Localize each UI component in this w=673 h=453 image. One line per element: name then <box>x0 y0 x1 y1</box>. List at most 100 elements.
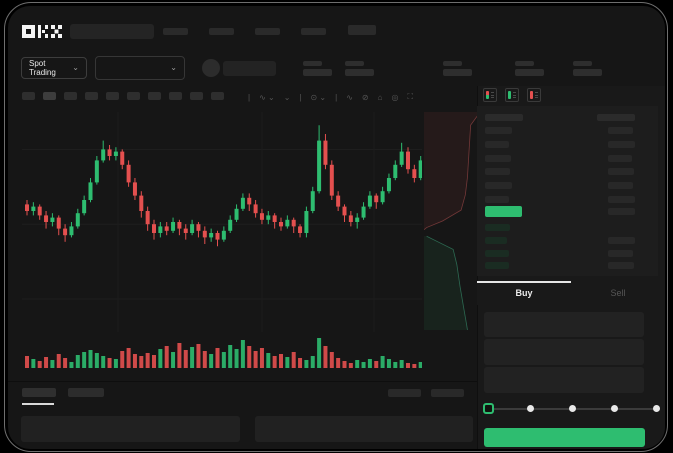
trendline-icon[interactable]: ∿ <box>346 92 353 102</box>
buy-submit-button[interactable] <box>484 428 645 447</box>
section-divider <box>8 381 477 382</box>
orderbook-asks-icon[interactable] <box>527 88 541 102</box>
active-tab-indicator <box>477 281 571 283</box>
divider: | <box>335 92 338 102</box>
device-bezel <box>4 2 668 452</box>
icon-lines <box>513 91 516 99</box>
active-bottom-tab-indicator <box>22 403 54 405</box>
icon-lines <box>491 91 494 99</box>
icon-strip <box>508 91 511 99</box>
tab-sell[interactable]: Sell <box>610 288 626 298</box>
depth-chart <box>424 112 477 330</box>
slider-step-dot[interactable] <box>569 405 576 412</box>
timeframe-placeholder[interactable] <box>106 92 119 100</box>
last-price-amount <box>608 208 635 215</box>
pair-name-placeholder <box>223 61 276 76</box>
candlestick-chart <box>22 112 422 332</box>
stat-value-placeholder <box>515 69 544 76</box>
bid-row-price[interactable] <box>485 236 507 244</box>
nav-item-placeholder[interactable] <box>348 25 376 35</box>
ob-header-placeholder <box>597 114 635 121</box>
stat-value-placeholder <box>303 69 332 76</box>
app-screen: Spot Trading ⌄ ⌄ | ∿ ⌄ ⌄ | ⊙ ⌄ | ∿ ⊘ ⌂ ◎ ⛶ Buy Sel… <box>8 6 665 449</box>
bottom-input[interactable] <box>255 416 473 442</box>
ask-row-price[interactable] <box>485 168 510 176</box>
nav-item-placeholder[interactable] <box>301 28 326 35</box>
ask-row-amount[interactable] <box>608 168 634 176</box>
stat-label-placeholder <box>443 61 462 66</box>
timeframe-placeholder[interactable] <box>211 92 224 100</box>
order-input-field[interactable] <box>484 339 644 365</box>
bottom-input[interactable] <box>21 416 240 442</box>
icon-strip <box>486 91 489 99</box>
ask-row-price[interactable] <box>485 154 511 162</box>
ask-row-price[interactable] <box>485 182 512 190</box>
stat-value-placeholder <box>573 69 602 76</box>
stat-label-placeholder <box>303 61 322 66</box>
coin-avatar <box>202 59 220 77</box>
nav-item-placeholder[interactable] <box>163 28 188 35</box>
amount-slider-handle[interactable] <box>483 403 494 414</box>
divider: | <box>248 92 251 102</box>
bid-row-amount[interactable] <box>608 236 635 244</box>
eraser-icon[interactable]: ⊘ <box>361 92 369 102</box>
timeframe-placeholder[interactable] <box>85 92 98 100</box>
bid-row-price[interactable] <box>485 249 509 257</box>
tab-buy[interactable]: Buy <box>515 288 533 298</box>
trade-tabs: Buy Sell <box>477 281 665 305</box>
timeframe-placeholder[interactable] <box>127 92 140 100</box>
bottom-tab[interactable] <box>68 388 104 397</box>
ask-row-amount[interactable] <box>608 196 635 203</box>
nav-item-placeholder[interactable] <box>255 28 280 35</box>
bid-row-amount[interactable] <box>608 249 633 257</box>
bottom-action-placeholder[interactable] <box>431 389 464 397</box>
slider-step-dot[interactable] <box>611 405 618 412</box>
market-type-label: Spot Trading <box>29 59 56 77</box>
orderbook-combined-icon[interactable] <box>483 88 497 102</box>
divider: | <box>299 92 302 102</box>
ask-row-amount[interactable] <box>608 140 635 148</box>
bid-row-price[interactable] <box>485 224 510 231</box>
chevron-down-icon: ⌄ <box>170 63 177 72</box>
slider-step-dot[interactable] <box>653 405 660 412</box>
icon-strip <box>530 91 533 99</box>
search-placeholder[interactable] <box>70 24 154 39</box>
timeframe-placeholder[interactable] <box>64 92 77 100</box>
stat-label-placeholder <box>345 61 364 66</box>
ask-row-amount[interactable] <box>608 127 633 134</box>
ask-row-price[interactable] <box>485 196 509 203</box>
chart-settings-icon[interactable]: ◎ <box>391 92 399 102</box>
chart-tools: | ∿ ⌄ ⌄ | ⊙ ⌄ | ∿ ⊘ ⌂ ◎ ⛶ <box>248 90 413 104</box>
bottom-action-placeholder[interactable] <box>388 389 421 397</box>
timeframe-placeholder[interactable] <box>43 92 56 100</box>
bid-row-amount[interactable] <box>608 262 634 270</box>
stat-label-placeholder <box>573 61 592 66</box>
timeframe-icon[interactable]: ⌄ <box>283 92 291 102</box>
indicators-icon[interactable]: ⊙ ⌄ <box>310 92 327 102</box>
order-input-field[interactable] <box>484 367 644 393</box>
stat-label-placeholder <box>515 61 534 66</box>
bottom-tab[interactable] <box>22 388 56 397</box>
orderbook-bids-icon[interactable] <box>505 88 519 102</box>
timeframe-placeholder[interactable] <box>169 92 182 100</box>
ask-row-amount[interactable] <box>608 182 633 190</box>
ask-row-amount[interactable] <box>608 154 632 162</box>
ask-row-price[interactable] <box>485 140 509 148</box>
timeframe-placeholder[interactable] <box>148 92 161 100</box>
nav-item-placeholder[interactable] <box>209 28 234 35</box>
slider-step-dot[interactable] <box>527 405 534 412</box>
orderbook-panel <box>477 106 658 276</box>
candle-style-icon[interactable]: ∿ ⌄ <box>259 92 275 102</box>
order-input-field[interactable] <box>484 312 644 337</box>
timeframe-placeholder[interactable] <box>22 92 35 100</box>
stat-value-placeholder <box>443 69 472 76</box>
market-type-selector[interactable]: Spot Trading ⌄ <box>21 57 87 79</box>
timeframe-placeholder[interactable] <box>190 92 203 100</box>
ask-row-price[interactable] <box>485 127 512 134</box>
fullscreen-icon[interactable]: ⛶ <box>407 92 414 101</box>
pair-dropdown[interactable]: ⌄ <box>95 56 185 80</box>
chevron-down-icon: ⌄ <box>72 63 79 72</box>
snapshot-icon[interactable]: ⌂ <box>377 92 383 102</box>
ob-header-placeholder <box>485 114 523 121</box>
bid-row-price[interactable] <box>485 262 509 270</box>
